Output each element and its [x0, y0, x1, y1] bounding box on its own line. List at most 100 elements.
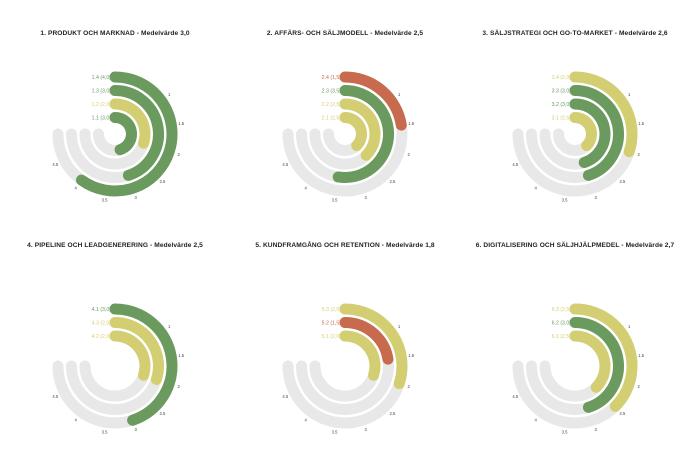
bar-label-5.3: 5.3 (2,0) — [322, 307, 342, 313]
axis-tick-label: 2 — [178, 152, 181, 157]
chart-panel-pipeline: 4. PIPELINE OCH LEADGENERERING - Medelvä… — [0, 232, 230, 464]
bar-label-6.3: 6.3 (2,5) — [552, 307, 572, 313]
radial-bar-chart: 2.4 (1,5) 2.3 (3,5) 2.2 (2,5) 2.1 (2,5) 1 1.5… — [282, 71, 415, 203]
bar-label-4.3: 4.3 (2,0) — [92, 320, 112, 326]
bar-2.2[interactable] — [339, 98, 381, 161]
bar-1.2[interactable] — [109, 98, 151, 149]
axis-tick-label: 4 — [304, 186, 307, 191]
bar-label-3.2: 3.2 (3,0) — [552, 102, 572, 108]
axis-tick-label: 1 — [168, 324, 171, 329]
chart-panel-produkt: 1. PRODUKT OCH MARKNAD - Medelvärde 3,0 … — [0, 0, 230, 232]
axis-tick-label: 1.5 — [638, 121, 644, 126]
bar-label-3.3: 3.3 (3,0) — [552, 88, 572, 94]
axis-tick-label: 2 — [638, 384, 641, 389]
bar-label-4.1: 4.1 (3,0) — [92, 307, 112, 313]
chart-panel-affarsmodell: 2. AFFÄRS- OCH SÄLJMODELL - Medelvärde 2… — [230, 0, 460, 232]
bar-label-1.3: 1.3 (3,0) — [92, 88, 112, 94]
bar-label-3.4: 3.4 (2,0) — [552, 75, 572, 81]
chart-panel-kundframgang: 5. KUNDFRAMGÅNG OCH RETENTION - Medelvär… — [230, 232, 460, 464]
axis-tick-label: 2.5 — [619, 411, 625, 416]
axis-tick-label: 1.5 — [408, 121, 414, 126]
axis-tick-label: 3 — [365, 427, 368, 432]
axis-tick-label: 2 — [178, 384, 181, 389]
axis-tick-label: 2 — [638, 152, 641, 157]
bar-label-1.2: 1.2 (2,0) — [92, 102, 112, 108]
axis-tick-label: 1.5 — [408, 353, 414, 358]
axis-tick-label: 1.5 — [638, 353, 644, 358]
axis-tick-label: 3.5 — [332, 430, 338, 435]
axis-tick-label: 1 — [628, 324, 631, 329]
bar-3.3[interactable] — [569, 85, 624, 181]
bar-2.3[interactable] — [332, 85, 395, 183]
axis-tick-label: 4 — [74, 418, 77, 423]
bar-5.2[interactable] — [339, 317, 394, 365]
axis-tick-label: 4 — [534, 186, 537, 191]
bar-label-1.4: 1.4 (4,0) — [92, 75, 112, 81]
axis-tick-label: 2.5 — [159, 179, 165, 184]
axis-tick-label: 4.5 — [52, 394, 58, 399]
bar-label-2.1: 2.1 (2,5) — [322, 115, 342, 121]
bar-3.1[interactable] — [569, 112, 597, 152]
bar-6.3[interactable] — [569, 303, 638, 412]
chart-title: 1. PRODUKT OCH MARKNAD - Medelvärde 3,0 — [40, 30, 190, 37]
bar-3.2[interactable] — [569, 98, 611, 169]
axis-tick-label: 4.5 — [282, 162, 288, 167]
axis-tick-label: 1.5 — [178, 121, 184, 126]
axis-tick-label: 2 — [408, 384, 411, 389]
bar-5.3[interactable] — [339, 303, 408, 390]
bar-4.2[interactable] — [109, 330, 151, 381]
bar-3.4[interactable] — [569, 71, 638, 158]
axis-tick-label: 1.5 — [178, 353, 184, 358]
bar-6.1[interactable] — [569, 330, 611, 393]
bar-label-2.2: 2.2 (2,5) — [322, 102, 342, 108]
bar-1.3[interactable] — [109, 85, 164, 181]
bar-label-3.1: 3.1 (2,5) — [552, 115, 572, 121]
bar-1.1[interactable] — [109, 112, 137, 156]
axis-tick-label: 3.5 — [332, 198, 338, 203]
axis-tick-label: 3 — [595, 195, 598, 200]
radial-bar-chart: 3.4 (2,0) 3.3 (3,0) 3.2 (3,0) 3.1 (2,5) 1 1.5… — [512, 71, 645, 203]
bar-4.1[interactable] — [109, 303, 178, 426]
bar-label-2.3: 2.3 (3,5) — [322, 88, 342, 94]
axis-tick-label: 2.5 — [389, 411, 395, 416]
axis-tick-label: 3.5 — [102, 430, 108, 435]
axis-tick-label: 3.5 — [562, 430, 568, 435]
bar-2.1[interactable] — [339, 112, 367, 152]
axis-tick-label: 2.5 — [389, 179, 395, 184]
chart-title: 2. AFFÄRS- OCH SÄLJMODELL - Medelvärde 2… — [266, 30, 424, 37]
axis-tick-label: 3 — [365, 195, 368, 200]
axis-tick-label: 1 — [398, 324, 401, 329]
bar-5.1[interactable] — [339, 330, 381, 381]
axis-tick-label: 1 — [168, 92, 171, 97]
axis-tick-label: 2 — [408, 152, 411, 157]
axis-tick-label: 4 — [304, 418, 307, 423]
radial-bar-chart: 1.4 (4,0) 1.3 (3,0) 1.2 (2,0) 1.1 (3,0) 1 1.5… — [52, 71, 185, 203]
axis-tick-label: 3 — [135, 427, 138, 432]
bar-label-6.2: 6.2 (3,0) — [552, 320, 572, 326]
axis-tick-label: 4.5 — [52, 162, 58, 167]
chart-title: 5. KUNDFRAMGÅNG OCH RETENTION - Medelvär… — [255, 242, 435, 249]
bar-1.4[interactable] — [76, 71, 178, 197]
bar-6.2[interactable] — [569, 317, 624, 413]
chart-panel-saljstrategi: 3. SÄLJSTRATEGI OCH GO-TO-MARKET - Medel… — [460, 0, 690, 232]
bar-label-6.1: 6.1 (2,5) — [552, 334, 572, 340]
bar-label-1.1: 1.1 (3,0) — [92, 115, 112, 121]
chart-title: 3. SÄLJSTRATEGI OCH GO-TO-MARKET - Medel… — [482, 30, 668, 37]
chart-title: 4. PIPELINE OCH LEADGENERERING - Medelvä… — [27, 242, 203, 249]
axis-tick-label: 1 — [398, 92, 401, 97]
axis-tick-label: 3.5 — [102, 198, 108, 203]
bar-label-2.4: 2.4 (1,5) — [322, 75, 342, 81]
bar-2.4[interactable] — [339, 71, 407, 131]
bar-label-5.2: 5.2 (1,5) — [322, 320, 342, 326]
axis-tick-label: 4.5 — [512, 162, 518, 167]
bar-4.3[interactable] — [109, 317, 164, 385]
axis-tick-label: 4.5 — [512, 394, 518, 399]
axis-tick-label: 2.5 — [619, 179, 625, 184]
axis-tick-label: 4.5 — [282, 394, 288, 399]
axis-tick-label: 4 — [74, 186, 77, 191]
radial-bar-chart: 5.3 (2,0) 5.2 (1,5) 5.1 (2,0) 1 1.5 2 2.5 3 3.5 4… — [282, 303, 415, 435]
radial-bar-chart: 6.3 (2,5) 6.2 (3,0) 6.1 (2,5) 1 1.5 2 2.5 3 3.5 4… — [512, 303, 645, 435]
axis-tick-label: 1 — [628, 92, 631, 97]
axis-tick-label: 3 — [135, 195, 138, 200]
